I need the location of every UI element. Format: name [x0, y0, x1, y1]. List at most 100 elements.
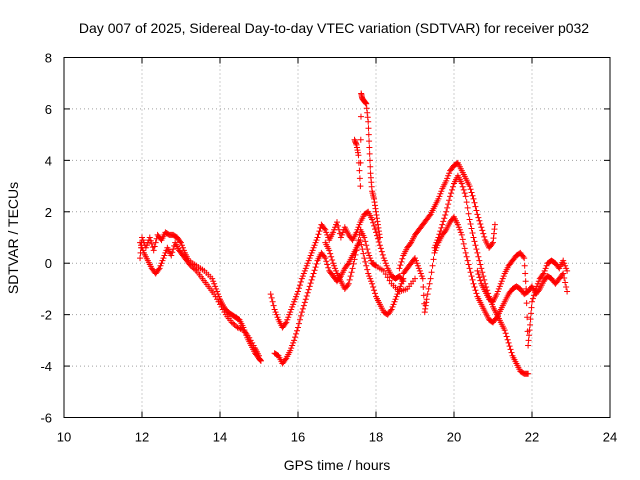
data-point — [361, 255, 368, 262]
data-point — [397, 283, 404, 290]
data-point — [446, 170, 453, 177]
data-point — [312, 264, 319, 271]
data-point — [412, 255, 418, 262]
data-point — [562, 262, 569, 269]
series-track-a — [137, 229, 264, 364]
data-point — [211, 280, 218, 287]
data-point — [455, 224, 462, 231]
data-point — [295, 324, 301, 331]
data-point — [361, 234, 368, 241]
data-point — [330, 260, 337, 267]
data-point — [308, 249, 315, 256]
data-point — [297, 278, 304, 285]
data-point — [147, 237, 154, 244]
data-point — [287, 347, 294, 354]
data-point — [299, 273, 306, 280]
data-point — [397, 262, 404, 269]
data-point — [156, 265, 163, 272]
data-point — [371, 222, 378, 229]
data-point — [561, 260, 568, 267]
data-point — [353, 247, 360, 254]
data-point — [358, 241, 365, 248]
data-point — [441, 215, 448, 222]
data-point — [221, 309, 228, 316]
data-point — [362, 238, 369, 245]
data-point — [332, 265, 339, 272]
data-point — [399, 278, 406, 285]
data-point — [213, 285, 220, 292]
data-point — [334, 222, 341, 229]
data-point — [291, 337, 298, 344]
data-point — [436, 231, 443, 238]
data-point — [438, 188, 445, 195]
data-point — [432, 242, 439, 249]
data-point — [458, 231, 465, 238]
data-point — [471, 238, 478, 245]
data-point — [365, 249, 372, 256]
data-point — [323, 229, 330, 236]
data-point — [310, 270, 317, 277]
data-point — [290, 301, 297, 308]
data-point — [447, 193, 454, 200]
data-point — [288, 306, 295, 313]
data-point — [443, 208, 450, 215]
data-point — [388, 306, 395, 313]
data-point — [564, 267, 571, 274]
data-point — [139, 247, 146, 254]
data-point — [390, 301, 397, 308]
data-point — [356, 221, 363, 228]
data-point — [443, 177, 450, 184]
data-point — [356, 175, 363, 182]
data-point — [541, 267, 548, 274]
data-point — [425, 285, 432, 292]
data-point — [300, 270, 307, 277]
data-point — [297, 312, 304, 319]
data-point — [418, 273, 425, 280]
data-point — [348, 269, 355, 276]
data-point — [494, 288, 501, 295]
data-point — [375, 239, 382, 245]
data-point — [475, 253, 482, 260]
data-point — [303, 262, 310, 269]
data-point — [530, 292, 537, 299]
data-point — [331, 262, 338, 269]
data-point — [523, 285, 530, 292]
data-point — [393, 293, 400, 300]
data-point — [307, 280, 314, 287]
data-point — [170, 246, 177, 253]
data-point — [532, 285, 539, 292]
data-point — [499, 275, 506, 282]
data-point — [356, 231, 363, 238]
data-point — [417, 270, 424, 277]
data-point — [286, 311, 293, 318]
data-point — [321, 253, 328, 260]
data-point — [438, 224, 445, 231]
data-point — [291, 298, 298, 305]
data-point — [310, 244, 317, 251]
data-point — [387, 307, 394, 314]
data-point — [311, 267, 318, 274]
data-point — [344, 261, 351, 268]
data-point — [522, 278, 529, 285]
data-point — [523, 300, 530, 307]
data-point — [442, 212, 449, 218]
data-point — [178, 239, 184, 246]
data-point — [315, 231, 322, 238]
data-point — [287, 309, 294, 316]
data-point — [355, 152, 362, 159]
data-point — [290, 339, 297, 346]
data-point — [292, 334, 299, 341]
data-point — [466, 183, 473, 190]
data-point — [542, 265, 549, 272]
data-point — [420, 292, 427, 299]
data-point — [288, 345, 295, 352]
y-tick-label: -2 — [40, 308, 52, 323]
data-point — [247, 337, 254, 344]
data-point — [366, 144, 373, 151]
data-point — [246, 334, 253, 341]
data-point — [366, 150, 373, 157]
data-point — [424, 291, 431, 298]
data-point — [474, 249, 481, 256]
data-point — [364, 266, 371, 273]
data-point — [495, 285, 502, 292]
